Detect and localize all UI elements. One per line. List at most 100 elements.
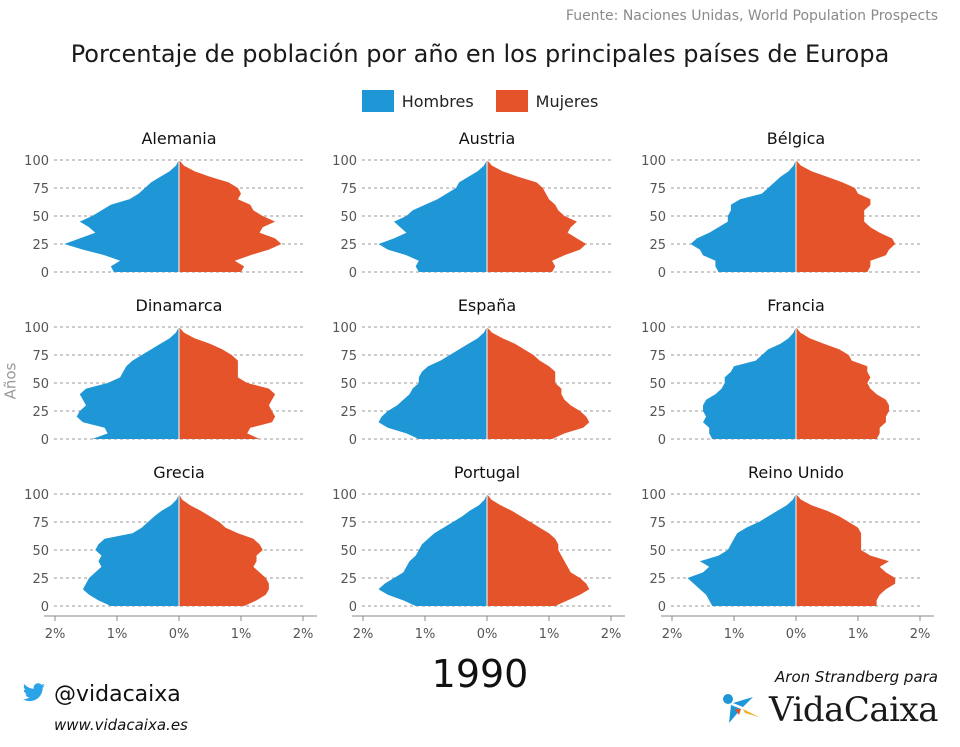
y-tick-label: 100 (332, 321, 357, 336)
y-tick-label: 0 (349, 600, 357, 615)
women-area (796, 494, 896, 606)
women-area (796, 160, 896, 272)
y-tick-label: 50 (649, 210, 666, 225)
y-tick-label: 100 (24, 154, 49, 169)
x-tick-label: 1% (231, 627, 252, 642)
twitter-block: @vidacaixa (22, 682, 181, 707)
x-tick-label: 2% (45, 627, 66, 642)
brand-logo: VidaCaixa (721, 690, 938, 730)
women-area (179, 327, 276, 439)
y-tick-label: 25 (32, 572, 49, 587)
y-tick-label: 75 (32, 516, 49, 531)
pyramid-4: Dinamarca 0 25 50 75 100 (24, 296, 304, 448)
legend-item-men: Hombres (361, 90, 474, 112)
y-tick-label: 75 (649, 182, 666, 197)
y-tick-label: 50 (340, 544, 357, 559)
legend-swatch-women (495, 90, 528, 112)
pyramid-6: Francia 0 25 50 75 100 (641, 296, 921, 448)
men-area (378, 160, 487, 272)
y-tick-label: 25 (340, 238, 357, 253)
y-tick-label: 0 (41, 600, 49, 615)
website-link[interactable]: www.vidacaixa.es (54, 716, 188, 734)
twitter-handle[interactable]: @vidacaixa (54, 682, 181, 707)
men-area (82, 494, 179, 606)
women-area (487, 160, 587, 272)
women-area (487, 494, 590, 606)
pyramid-1: Alemania 0 25 50 75 100 (24, 129, 304, 281)
panel-title: Alemania (141, 129, 216, 148)
panel-title: Grecia (153, 463, 205, 482)
men-area (64, 160, 179, 272)
x-tick-label: 0% (169, 627, 190, 642)
y-tick-label: 75 (649, 349, 666, 364)
y-tick-label: 0 (658, 600, 666, 615)
chart-title: Porcentaje de población por año en los p… (70, 40, 890, 68)
x-tick-label: 1% (724, 627, 745, 642)
pyramid-8: Portugal 0 25 50 75 100 2% 1% 0% 1% 2% (332, 463, 625, 642)
men-area (687, 494, 796, 606)
pyramid-2: Austria 0 25 50 75 100 (332, 129, 612, 281)
y-tick-label: 100 (24, 488, 49, 503)
panel-title: Francia (767, 296, 825, 315)
panel-title: Portugal (454, 463, 520, 482)
twitter-bird-icon (22, 682, 46, 707)
x-tick-label: 0% (786, 627, 807, 642)
legend: Hombres Mujeres (0, 90, 960, 112)
y-tick-label: 25 (649, 572, 666, 587)
panel-title: Dinamarca (136, 296, 223, 315)
brand-name: VidaCaixa (769, 690, 938, 730)
men-area (76, 327, 179, 439)
y-tick-label: 100 (641, 488, 666, 503)
year-label: 1990 (431, 652, 529, 696)
x-tick-label: 1% (539, 627, 560, 642)
y-tick-label: 25 (32, 405, 49, 420)
y-tick-label: 75 (340, 182, 357, 197)
y-tick-label: 50 (649, 544, 666, 559)
women-area (487, 327, 590, 439)
y-tick-label: 0 (41, 266, 49, 281)
y-tick-label: 25 (32, 238, 49, 253)
y-tick-label: 50 (32, 377, 49, 392)
y-tick-label: 50 (340, 210, 357, 225)
y-tick-label: 100 (641, 321, 666, 336)
y-tick-label: 75 (340, 349, 357, 364)
x-tick-label: 2% (910, 627, 931, 642)
legend-label-women: Mujeres (535, 91, 599, 111)
y-tick-label: 75 (32, 182, 49, 197)
y-tick-label: 50 (340, 377, 357, 392)
y-tick-label: 0 (658, 266, 666, 281)
panel-title: Bélgica (767, 129, 825, 148)
y-tick-label: 0 (349, 433, 357, 448)
y-tick-label: 100 (641, 154, 666, 169)
y-tick-label: 25 (340, 405, 357, 420)
x-tick-label: 2% (601, 627, 622, 642)
pyramid-9: Reino Unido 0 25 50 75 100 2% 1% 0% 1% 2% (641, 463, 934, 642)
pyramid-3: Bélgica 0 25 50 75 100 (641, 129, 921, 281)
pyramid-7: Grecia 0 25 50 75 100 2% 1% 0% 1% 2% (24, 463, 317, 642)
legend-item-women: Mujeres (495, 90, 599, 112)
panel-title: Reino Unido (748, 463, 844, 482)
x-tick-label: 0% (477, 627, 498, 642)
women-area (179, 160, 282, 272)
legend-swatch-men (361, 90, 394, 112)
x-tick-label: 1% (107, 627, 128, 642)
y-tick-label: 25 (649, 238, 666, 253)
x-tick-label: 2% (353, 627, 374, 642)
y-tick-label: 50 (32, 210, 49, 225)
star-logo-icon (721, 691, 763, 729)
panel-title: Austria (459, 129, 516, 148)
x-tick-label: 1% (848, 627, 869, 642)
women-area (179, 494, 269, 606)
source-note: Fuente: Naciones Unidas, World Populatio… (565, 8, 938, 24)
women-area (796, 327, 889, 439)
y-tick-label: 50 (32, 544, 49, 559)
legend-label-men: Hombres (401, 91, 474, 111)
men-area (378, 494, 487, 606)
pyramid-5: España 0 25 50 75 100 (332, 296, 612, 448)
y-tick-label: 75 (32, 349, 49, 364)
y-tick-label: 0 (41, 433, 49, 448)
y-tick-label: 25 (649, 405, 666, 420)
y-tick-label: 25 (340, 572, 357, 587)
men-area (690, 160, 796, 272)
